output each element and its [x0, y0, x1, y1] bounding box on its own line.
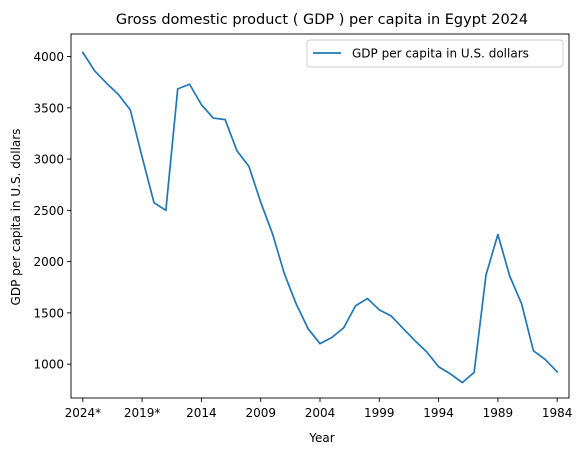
- y-tick-label: 3500: [33, 101, 64, 115]
- y-axis-label: GDP per capita in U.S. dollars: [9, 129, 23, 306]
- x-tick-label: 1999: [364, 406, 395, 420]
- y-tick-label: 3000: [33, 153, 64, 167]
- y-tick-label: 1500: [33, 306, 64, 320]
- x-tick-label: 2004: [305, 406, 336, 420]
- y-tick-label: 2000: [33, 255, 64, 269]
- y-tick-label: 1000: [33, 358, 64, 372]
- x-tick-label: 1989: [483, 406, 514, 420]
- series-lines: [81, 51, 559, 384]
- y-tick-label: 2500: [33, 204, 64, 218]
- x-axis: 2024* 2019* 2014 2009 2004 1999 1994 1989 1984: [65, 398, 573, 420]
- x-tick-label: 1994: [423, 406, 454, 420]
- legend-frame: [306, 39, 564, 68]
- x-axis-label: Year: [308, 431, 334, 445]
- x-tick-label: 2019*: [124, 406, 161, 420]
- x-tick-label: 2009: [245, 406, 276, 420]
- y-tick-label: 4000: [33, 50, 64, 64]
- x-tick-label: 1984: [542, 406, 573, 420]
- x-tick-label: 2014: [186, 406, 217, 420]
- chart-title: Gross domestic product ( GDP ) per capit…: [116, 12, 528, 28]
- y-axis: 1000 1500 2000 2500 3000 3500 4000: [33, 50, 71, 372]
- plot-area: 2024* 2019* 2014 2009 2004 1999 1994 1989 1984 1…: [33, 33, 573, 420]
- legend-label: GDP per capita in U.S. dollars: [352, 47, 529, 61]
- legend: GDP per capita in U.S. dollars: [306, 39, 564, 68]
- x-tick-label: 2024*: [65, 406, 102, 420]
- series-line: [81, 51, 559, 384]
